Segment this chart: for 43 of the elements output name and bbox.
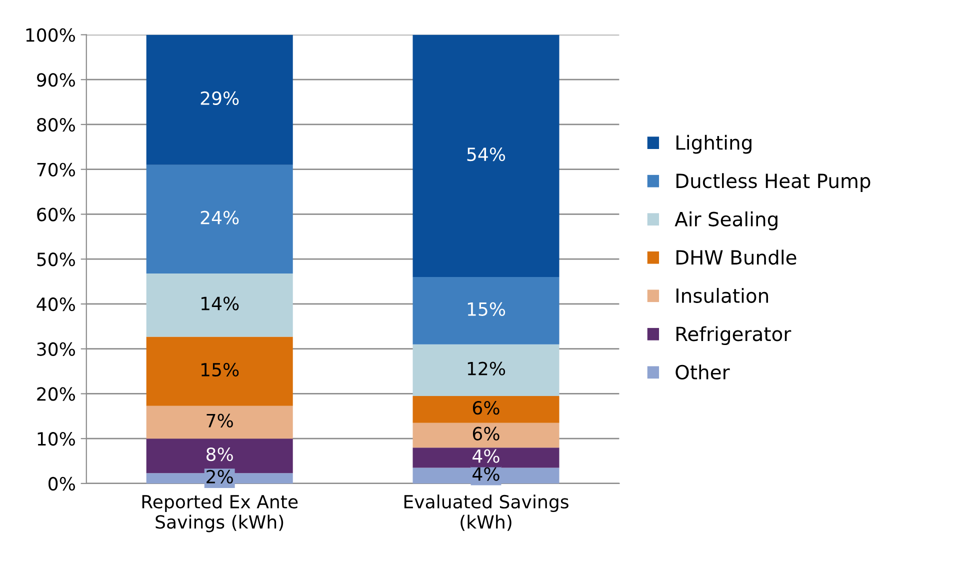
- data-label: 7%: [206, 414, 233, 428]
- data-label: 8%: [206, 447, 233, 462]
- legend-label: Lighting: [676, 134, 752, 154]
- bar: [146, 406, 293, 439]
- legend-label: Insulation: [676, 288, 768, 304]
- data-label: 2%: [206, 470, 233, 484]
- y-tick-label: 80%: [37, 118, 75, 132]
- legend-label: Other: [676, 364, 730, 380]
- bar: [412, 396, 560, 423]
- bar: [146, 273, 293, 337]
- y-tick-label: 40%: [36, 297, 75, 312]
- bar: [146, 164, 293, 274]
- bar: [412, 34, 560, 278]
- data-label: 4%: [472, 449, 500, 463]
- data-label: 15%: [468, 302, 506, 316]
- y-tick-label: 100%: [26, 28, 75, 42]
- y-tick-label: 10%: [38, 432, 75, 446]
- bar: [412, 277, 560, 344]
- y-tick-label: 60%: [37, 208, 75, 222]
- data-label: 4%: [472, 467, 500, 481]
- data-label: 14%: [202, 296, 239, 310]
- y-tick-label: 20%: [37, 387, 75, 401]
- bar: [146, 34, 293, 165]
- data-label: 54%: [467, 147, 506, 162]
- y-tick-label: 0%: [48, 476, 75, 491]
- data-label: 6%: [472, 426, 500, 440]
- legend-label: Ductless Heat Pump: [676, 173, 870, 192]
- y-tick-label: 30%: [37, 342, 75, 356]
- legend-label: Refrigerator: [676, 326, 792, 346]
- bar: [412, 344, 560, 396]
- y-tick-label: 70%: [37, 162, 75, 176]
- data-label: 29%: [200, 91, 239, 106]
- y-tick-label: 50%: [37, 252, 75, 266]
- data-label: 12%: [468, 362, 506, 376]
- legend-label: DHW Bundle: [676, 250, 796, 265]
- data-label: 6%: [472, 401, 500, 415]
- x-tick-label: Evaluated Savings (kWh): [404, 494, 568, 531]
- x-tick-label: Reported Ex Ante Savings (kWh): [142, 494, 298, 532]
- legend-label: Air Sealing: [674, 211, 778, 230]
- data-label: 15%: [202, 362, 239, 377]
- data-label: 24%: [200, 210, 239, 224]
- bar: [146, 336, 293, 406]
- y-tick-label: 90%: [36, 73, 75, 87]
